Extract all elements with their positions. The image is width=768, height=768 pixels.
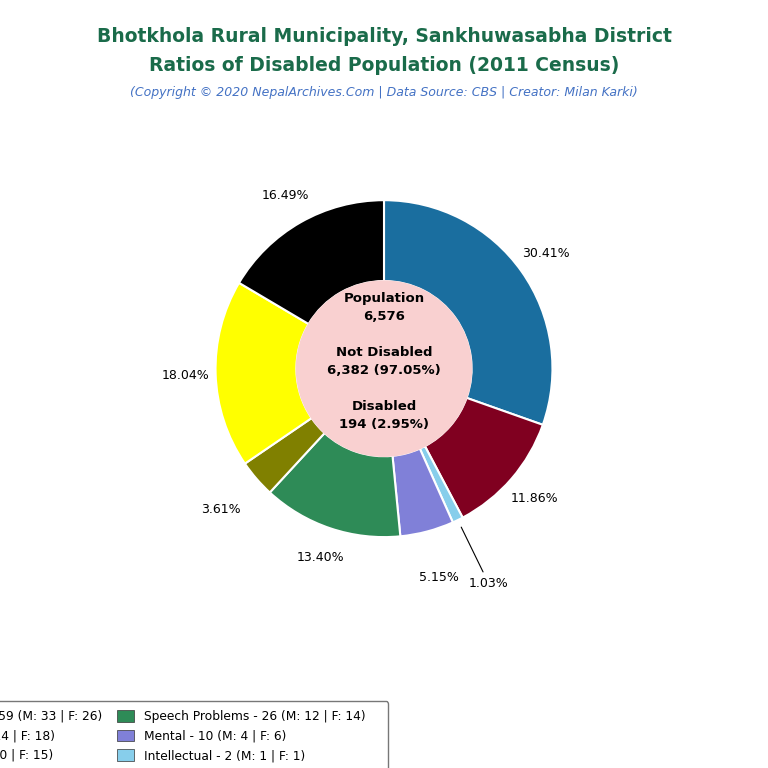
Text: 3.61%: 3.61% <box>201 503 240 516</box>
Wedge shape <box>270 433 400 537</box>
Text: (Copyright © 2020 NepalArchives.Com | Data Source: CBS | Creator: Milan Karki): (Copyright © 2020 NepalArchives.Com | Da… <box>130 86 638 99</box>
Wedge shape <box>239 200 384 324</box>
Text: 16.49%: 16.49% <box>262 190 310 203</box>
Wedge shape <box>425 398 543 518</box>
Text: 30.41%: 30.41% <box>522 247 570 260</box>
Text: 1.03%: 1.03% <box>462 527 508 590</box>
Wedge shape <box>216 283 312 464</box>
Text: 13.40%: 13.40% <box>297 551 345 564</box>
Legend: Physically Disable - 59 (M: 33 | F: 26), Blind Only - 32 (M: 14 | F: 18), Deaf O: Physically Disable - 59 (M: 33 | F: 26),… <box>0 701 389 768</box>
Text: 18.04%: 18.04% <box>161 369 209 382</box>
Wedge shape <box>245 418 325 492</box>
Wedge shape <box>384 200 552 425</box>
Text: 11.86%: 11.86% <box>511 492 558 505</box>
Text: 5.15%: 5.15% <box>419 571 459 584</box>
Circle shape <box>296 281 472 456</box>
Wedge shape <box>392 449 453 536</box>
Text: Bhotkhola Rural Municipality, Sankhuwasabha District: Bhotkhola Rural Municipality, Sankhuwasa… <box>97 27 671 46</box>
Wedge shape <box>420 446 462 522</box>
Text: Population
6,576

Not Disabled
6,382 (97.05%)

Disabled
194 (2.95%): Population 6,576 Not Disabled 6,382 (97.… <box>327 293 441 432</box>
Text: Ratios of Disabled Population (2011 Census): Ratios of Disabled Population (2011 Cens… <box>149 56 619 75</box>
